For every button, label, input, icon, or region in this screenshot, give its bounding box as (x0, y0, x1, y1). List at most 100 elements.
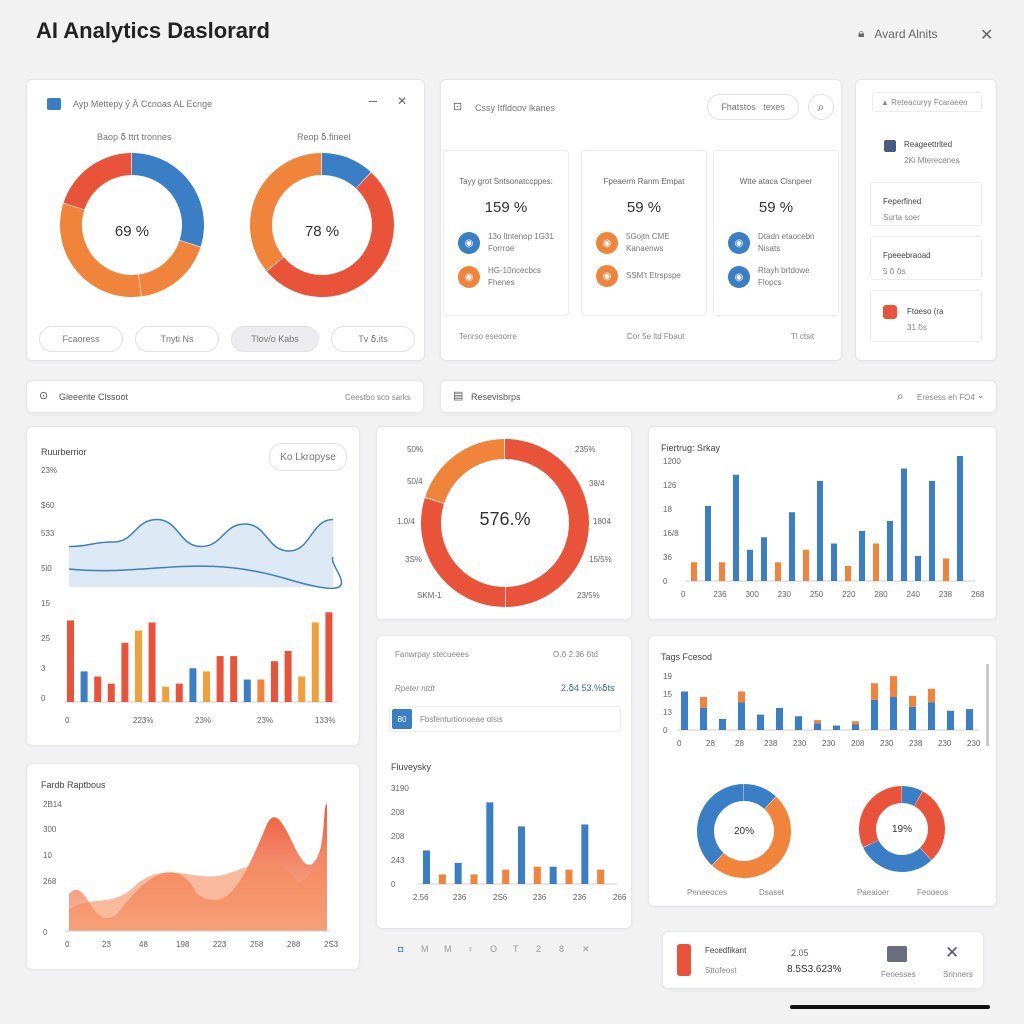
footer-left: Tenrso eseoorre (459, 332, 517, 341)
bar (597, 869, 605, 884)
page-tab[interactable]: 2 (536, 944, 542, 954)
bar (947, 710, 954, 730)
bar (873, 543, 879, 581)
filter-pill-1[interactable]: Fcaoress (39, 326, 123, 352)
x-tick: 266 (613, 893, 627, 902)
y-tick: 3 (41, 664, 46, 673)
legend-label: Paeaioer (857, 888, 890, 897)
donut-slice (697, 784, 744, 866)
y-tick: 23% (41, 466, 57, 475)
x-tick: 258 (250, 940, 264, 949)
y-tick: 208 (391, 808, 405, 817)
network-icon[interactable]: ✕ (945, 943, 960, 962)
bar (581, 824, 589, 884)
chevron-down-icon[interactable]: ⌄ (977, 390, 985, 400)
y-tick: 300 (43, 825, 57, 834)
bar (533, 866, 541, 884)
x-tick: 236 (713, 590, 727, 599)
bag-icon: ⊡ (453, 101, 463, 113)
donut-b-label: Reop ẟ.fineel (297, 132, 351, 142)
bar (175, 683, 183, 702)
card-title: Fecedfikant (705, 946, 747, 955)
card-meta: O.ẟ 2.36 ẟtd (553, 650, 598, 659)
x-tick: 280 (874, 590, 888, 599)
x-tick: 208 (851, 739, 865, 748)
list-row[interactable]: 80 Fbsfenturtionoeae olsis (389, 706, 621, 732)
bar (738, 702, 745, 730)
page-tab[interactable]: ♀ (467, 944, 474, 954)
area-chart-card: Fardb Raptbous 2B14 300 10 268 0 0 23 48 198 223 2… (26, 763, 360, 970)
close-icon[interactable]: ✕ (980, 27, 994, 44)
stat-value: 59 % (626, 199, 662, 216)
close-icon[interactable]: ✕ (397, 94, 408, 108)
area-series (69, 844, 327, 931)
filter-dropdown[interactable]: Fhatstos texes (707, 94, 799, 120)
search-icon[interactable]: ⌕ (808, 94, 834, 120)
toolbar-label: Gleeerite Clssoot (59, 392, 129, 402)
chart-icon (47, 98, 61, 110)
y-tick: 0 (43, 928, 48, 937)
page-tab[interactable]: ✕ (582, 944, 590, 954)
page-tab[interactable]: M (444, 944, 452, 954)
x-tick: 0 (677, 739, 682, 748)
y-tick: 5i0 (41, 564, 52, 573)
page-tab[interactable]: O (490, 944, 498, 954)
search-icon[interactable]: ⌕ (897, 389, 904, 403)
bar (565, 869, 573, 884)
y-tick: 268 (43, 877, 57, 886)
filter-pill-2[interactable]: Tnyti Ns (135, 326, 219, 352)
page-tab[interactable]: ◘ (398, 944, 404, 954)
donut-slice (59, 203, 142, 297)
scroll-indicator[interactable] (790, 1005, 990, 1009)
y-tick: 243 (391, 856, 405, 865)
x-tick: 2S6 (493, 893, 508, 902)
legend-label: Peneeoces (687, 888, 728, 897)
side-item[interactable]: Ftoeso (ra 31 ẟs (870, 290, 982, 342)
x-tick: 133% (315, 716, 335, 725)
bar (705, 506, 711, 581)
page-tab[interactable]: 8 (559, 944, 565, 954)
bar (518, 826, 525, 884)
donut-a-label: Baop ẟ ttrt tronnes (97, 132, 172, 142)
stat-row-label: SSM't Etrspspe (626, 271, 681, 280)
filter-pill-3[interactable]: Tlov/o Kabs (231, 326, 319, 352)
side-item[interactable]: Feperfined Surta soer (870, 182, 982, 226)
stat-card[interactable]: Fpeaerm Ranm Empat 59 % ◉ 5Gojtn CME Kana… (581, 150, 707, 316)
x-tick: 23 (102, 940, 111, 949)
toolbar-left[interactable]: ⊙ Gleeerite Clssoot Ceestbo sco sarks (26, 380, 424, 413)
icon-label: Fenesses (881, 970, 916, 979)
bar (943, 558, 949, 581)
toolbar-label: Resevisbrps (471, 392, 521, 402)
side-item[interactable]: Fpeeebraoad 5 ẟ ẟs (870, 236, 982, 280)
y-tick: $60 (41, 501, 55, 510)
chart-action-button[interactable]: Ko Lkropyse (269, 443, 347, 471)
x-tick: 230 (793, 739, 807, 748)
donut-slice (421, 497, 505, 607)
stat-card[interactable]: Wtte ataca Clsnpeer 59 % ◉ Dtadn etaocebn… (713, 150, 839, 316)
alerts-button[interactable]: 🔒︎ Avard Alnits (858, 26, 938, 41)
side-badge[interactable]: ▲ Reteacuryy Fcaraeen (872, 92, 982, 112)
y-tick: 0 (663, 577, 668, 586)
filter-pill-4[interactable]: Tv ẟ.its (331, 326, 415, 352)
x-tick: 288 (287, 940, 301, 949)
stat-card[interactable]: Tayy grot Sntsonatccppes: 159 % ◉ 13o ltn… (443, 150, 569, 316)
bar (203, 671, 210, 702)
bar-segment (871, 683, 878, 700)
bar (775, 562, 781, 581)
page-tab[interactable]: M (421, 944, 429, 954)
metric-value: 8.5S3.623% (787, 964, 842, 975)
donut-value: 20% (733, 826, 754, 837)
toolbar-right[interactable]: Eresess eh FO4 (917, 393, 975, 402)
folder-icon[interactable] (887, 946, 907, 962)
kpi-overview-card: ⊡ Cssy Itfldoov lkanes Fhatstos texes ⌕ … (440, 79, 842, 361)
scrollbar[interactable] (986, 664, 989, 746)
side-item-title: Reageettrlted (904, 140, 953, 149)
chart-title: Tags Fcesod (661, 652, 713, 662)
toolbar-right[interactable]: Ceestbo sco sarks (345, 393, 411, 402)
toolbar-right-panel[interactable]: ▤ Resevisbrps ⌕ Eresess eh FO4 ⌄ (440, 380, 997, 413)
bar (966, 709, 973, 730)
target-icon: ⊙ (39, 390, 49, 402)
y-tick: 36 (663, 553, 672, 562)
page-tab[interactable]: T (513, 944, 519, 954)
minimize-icon[interactable]: – (369, 92, 377, 108)
